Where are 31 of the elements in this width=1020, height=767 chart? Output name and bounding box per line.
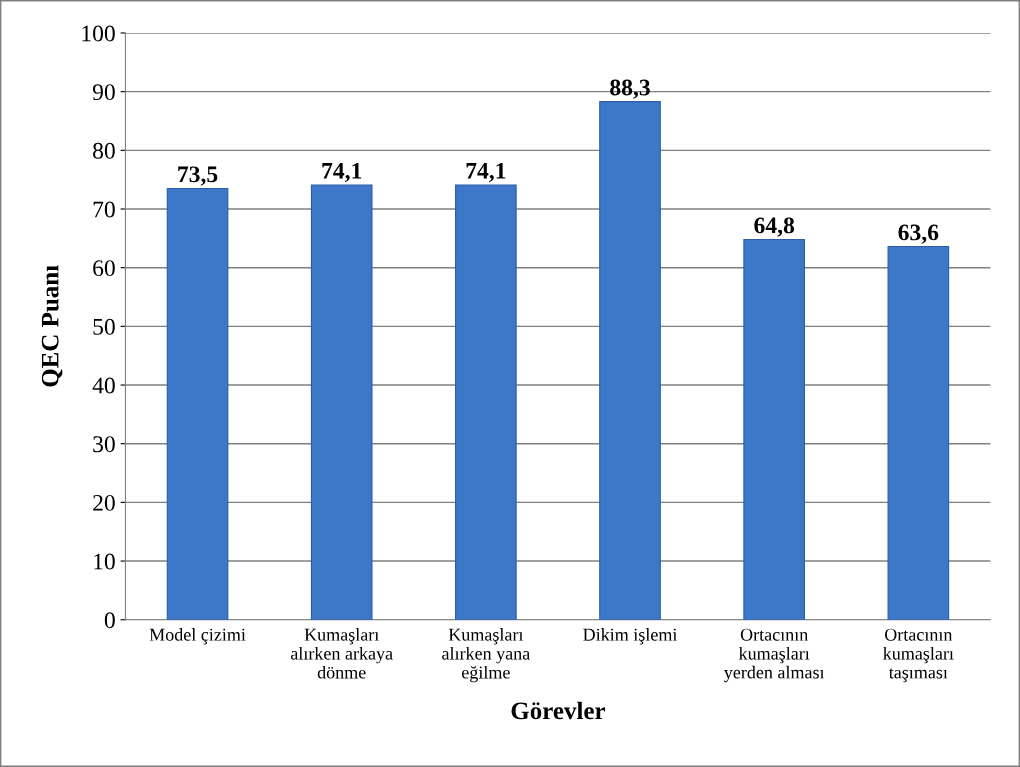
y-tick-label: 60 bbox=[93, 260, 115, 277]
y-tick-label: 100 bbox=[82, 25, 115, 42]
x-axis-title: Görevler bbox=[511, 701, 606, 720]
data-label: 73,5 bbox=[178, 166, 218, 186]
bar bbox=[743, 238, 806, 620]
x-tick-label: Ortacının kumaşları taşıması bbox=[883, 628, 954, 683]
y-tick-label: 90 bbox=[92, 84, 115, 101]
y-tick-label: 0 bbox=[104, 612, 115, 629]
data-label: 63,6 bbox=[898, 224, 939, 244]
x-tick-label: Dikim işlemi bbox=[583, 628, 678, 645]
x-tick-label: Ortacının kumaşları yerden alması bbox=[724, 628, 825, 683]
y-tick-label: 50 bbox=[93, 318, 115, 335]
bar bbox=[166, 187, 229, 620]
data-label: 64,8 bbox=[754, 217, 795, 237]
y-tick-label: 30 bbox=[93, 436, 115, 453]
bar bbox=[310, 184, 373, 620]
y-tick-label: 40 bbox=[92, 377, 115, 394]
data-label: 74,1 bbox=[322, 162, 362, 183]
x-tick-label: Model çizimi bbox=[149, 628, 246, 645]
bar bbox=[887, 246, 950, 620]
x-tick-label: Kumaşları alırken arkaya dönme bbox=[290, 628, 393, 679]
y-axis-title: QEC Puanı bbox=[41, 265, 63, 387]
y-tick-label: 20 bbox=[93, 494, 115, 511]
y-tick-label: 10 bbox=[94, 553, 115, 570]
data-label: 88,3 bbox=[610, 79, 650, 99]
x-tick-label: Kumaşları alırken yana eğilme bbox=[442, 628, 530, 683]
bar bbox=[455, 184, 517, 620]
bar bbox=[599, 101, 661, 620]
data-label: 74,1 bbox=[466, 162, 506, 183]
y-tick-label: 80 bbox=[93, 142, 115, 159]
y-tick-label: 70 bbox=[93, 201, 115, 218]
